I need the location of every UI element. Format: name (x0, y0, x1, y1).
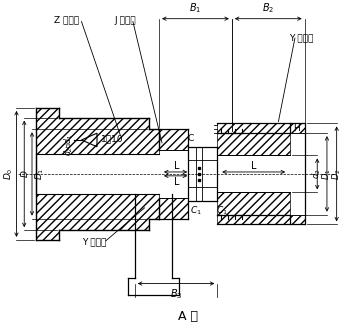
Polygon shape (159, 198, 188, 218)
Text: L: L (251, 161, 257, 171)
Text: $D_1$: $D_1$ (321, 168, 333, 180)
Polygon shape (217, 124, 304, 156)
Text: $D$: $D$ (19, 170, 30, 178)
Text: Y 型轴孔: Y 型轴孔 (82, 237, 106, 246)
Text: $C_1$: $C_1$ (190, 205, 202, 217)
Text: L: L (174, 177, 179, 187)
Text: Y 型轴孔: Y 型轴孔 (289, 33, 314, 42)
Text: H: H (293, 124, 300, 133)
Polygon shape (36, 194, 159, 240)
Text: $B_2$: $B_2$ (262, 1, 274, 15)
Text: J 型轴孔: J 型轴孔 (114, 16, 136, 25)
Polygon shape (217, 192, 304, 224)
Text: $d_2$: $d_2$ (311, 169, 323, 179)
Text: $B_3$: $B_3$ (170, 288, 182, 301)
Text: $C_1$: $C_1$ (216, 205, 228, 217)
Text: $d_Z，d_1$: $d_Z，d_1$ (62, 134, 75, 156)
Text: $D_1$: $D_1$ (34, 168, 46, 180)
Text: $D_2$: $D_2$ (330, 168, 343, 180)
Text: $D_0$: $D_0$ (2, 168, 15, 180)
Text: A 型: A 型 (178, 310, 198, 323)
Polygon shape (36, 108, 159, 154)
Polygon shape (159, 129, 188, 150)
Text: Z 型轴孔: Z 型轴孔 (54, 16, 79, 25)
Text: $B_1$: $B_1$ (189, 1, 202, 15)
Text: C: C (187, 134, 193, 143)
Text: 1：10: 1：10 (101, 135, 124, 144)
Text: L: L (174, 161, 179, 171)
